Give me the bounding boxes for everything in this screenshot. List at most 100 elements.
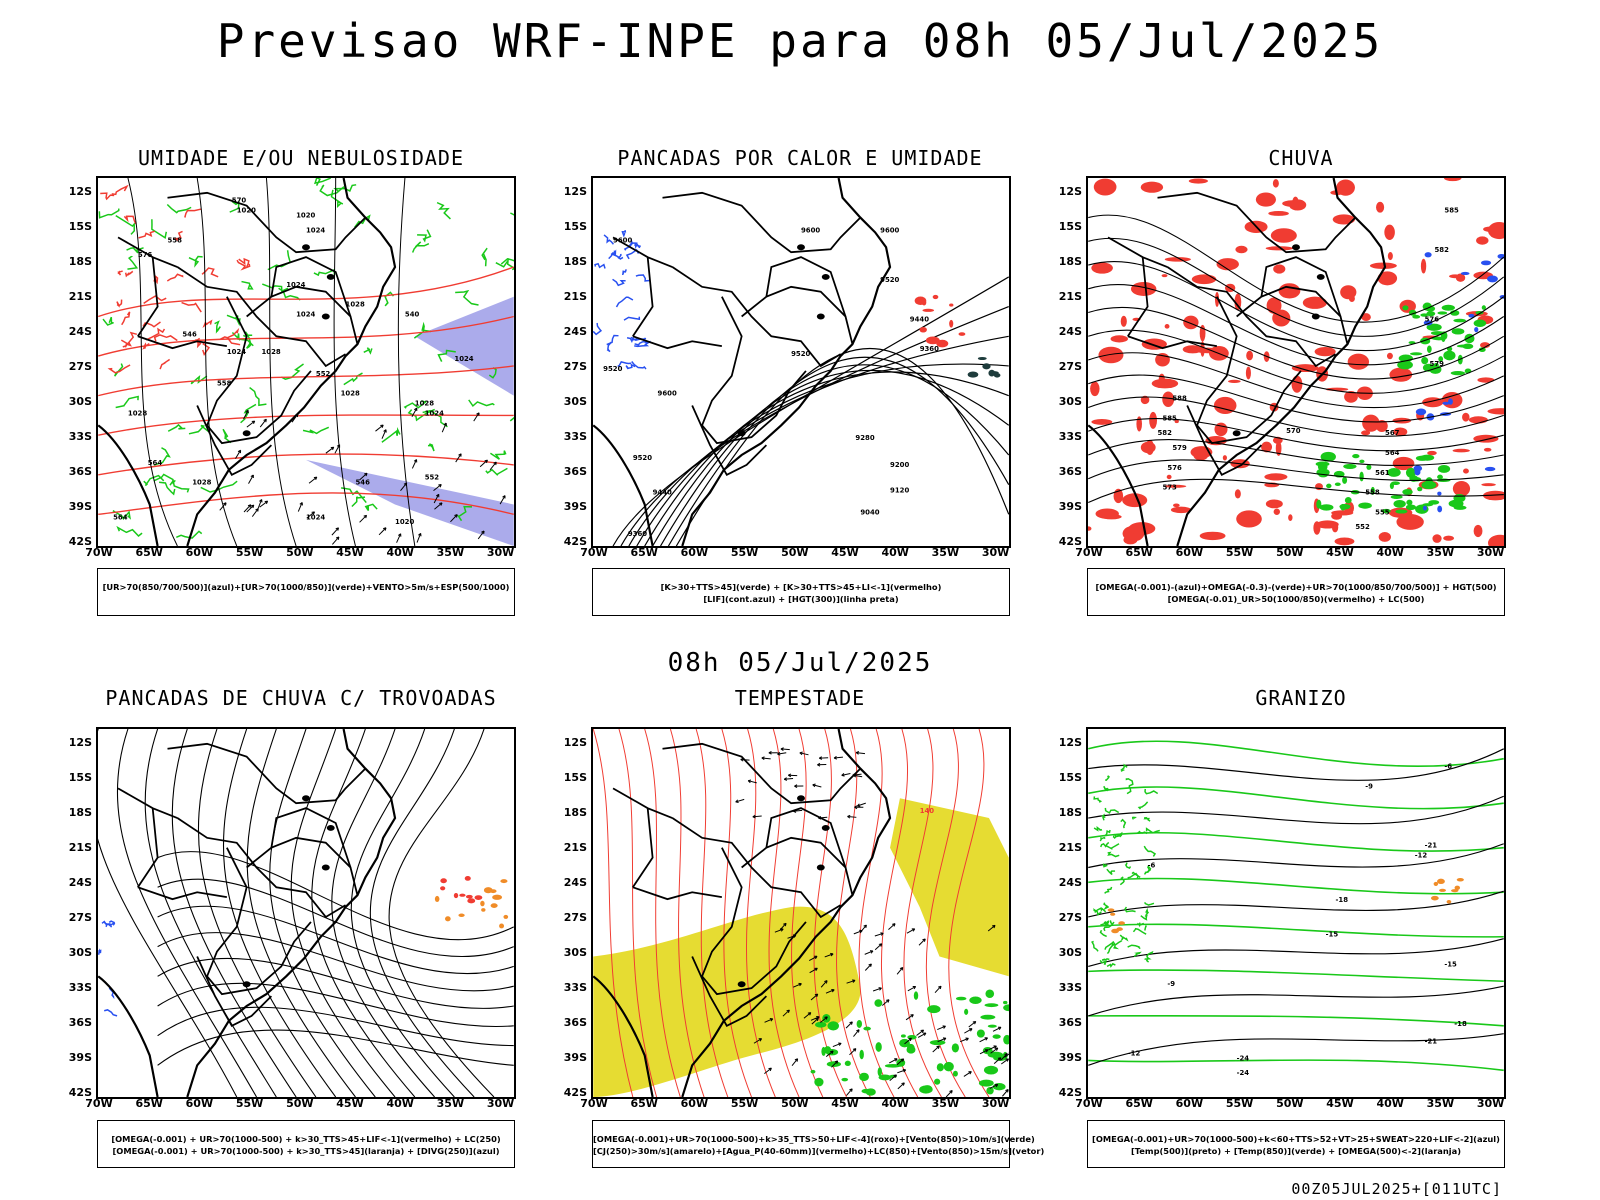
lon-tick-label: 40W [881, 1097, 909, 1110]
wind-vector [907, 986, 916, 992]
field-patch [1422, 505, 1427, 511]
field-patch [907, 1043, 915, 1052]
field-patch [1446, 899, 1452, 904]
contour-line [618, 729, 658, 1097]
wind-vector [811, 1017, 819, 1025]
contour-label: 9440 [653, 489, 672, 497]
contour-line [142, 342, 150, 350]
contour-line [116, 729, 258, 1097]
field-patch [859, 1072, 869, 1082]
field-patch [1396, 513, 1424, 530]
wind-vector [825, 1050, 834, 1058]
wind-vector [901, 1082, 905, 1086]
field-patch [1344, 497, 1352, 504]
field-patch [1476, 236, 1489, 245]
wind-vector [910, 1014, 914, 1018]
lon-tick-label: 35W [931, 546, 960, 559]
wind-vector [791, 1058, 799, 1066]
field-patch [1473, 524, 1483, 538]
lat-tick-label: 18S [563, 255, 587, 268]
wind-vector [375, 424, 384, 432]
contour-line [612, 249, 624, 260]
contour-line [791, 729, 824, 1097]
contour-line [1146, 950, 1154, 959]
country-border [691, 956, 768, 1027]
wind-vector [869, 950, 874, 954]
wind-vector [246, 504, 255, 513]
coastline [1088, 178, 1387, 546]
contour-line [265, 178, 297, 546]
lon-tick-label: 45W [831, 1097, 859, 1110]
field-patch [1427, 450, 1437, 456]
lat-tick-label: 21S [563, 841, 587, 854]
legend-line: [LIF](cont.azul) + [HGT(300)](linha pret… [703, 594, 899, 604]
field-patch [986, 1086, 994, 1095]
contour-line [381, 427, 401, 443]
field-patch [1140, 181, 1164, 193]
wind-vector [359, 472, 368, 481]
country-border [662, 191, 861, 254]
wind-vector [897, 1082, 905, 1090]
legend-line: [OMEGA(-0.001)+UR>70(1000-500)+k<60+TTS>… [1092, 1134, 1500, 1144]
field-patch [985, 989, 995, 999]
field-patch [1437, 311, 1448, 315]
wind-vector [777, 752, 787, 755]
field-patch [810, 1069, 816, 1074]
wind-vector [1002, 1089, 1009, 1097]
wind-vector [748, 780, 757, 784]
lon-tick-label: 55W [1225, 546, 1254, 559]
contour-line [122, 342, 132, 348]
legend-trovoadas: [OMEGA(-0.001) + UR>70(1000-500) + k>30_… [97, 1120, 515, 1168]
lat-tick-label: 30S [68, 946, 92, 959]
contour-line [246, 729, 356, 1097]
field-patch [978, 1079, 994, 1087]
field-patch [1214, 422, 1228, 437]
lat-tick-label: 12S [68, 736, 92, 749]
contour-label: 576 [138, 251, 153, 259]
field-patch [1334, 537, 1355, 546]
contour-line [1107, 851, 1120, 858]
contour-label: 555 [1375, 508, 1390, 516]
contour-line [593, 729, 634, 1097]
field-patch [1161, 274, 1168, 278]
field-patch [1480, 260, 1492, 266]
contour-line [223, 729, 337, 1097]
field-patch [856, 1019, 862, 1028]
wind-vector [888, 923, 896, 930]
lon-tick-label: 65W [630, 1097, 658, 1110]
wind-vector [251, 420, 256, 424]
contour-label: 9600 [801, 226, 820, 234]
contour-label: -6 [1444, 763, 1452, 771]
wind-vector [838, 1042, 842, 1046]
field-patch [874, 999, 883, 1007]
field-patch [1359, 471, 1364, 482]
lat-tick-label: 21S [68, 290, 92, 303]
field-patch [1222, 455, 1227, 461]
country-border [632, 886, 723, 901]
contour-label: 579 [1172, 444, 1187, 452]
map-pancadas-calor: 9600 9600 9600 9520 9440 9520 9360 9600 9520 9280… [591, 176, 1011, 548]
field-patch [1376, 201, 1385, 213]
wind-vector [411, 459, 417, 469]
wind-vector [397, 533, 402, 537]
contour-line [1119, 876, 1125, 886]
field-patch [1091, 262, 1113, 274]
contour-line [1144, 925, 1147, 931]
legend-line: [OMEGA(-0.001)+UR>70(1000-500)+k>35_TTS>… [593, 1134, 1035, 1144]
wind-vector [259, 499, 263, 503]
wind-vector [299, 502, 303, 506]
wind-vector [820, 980, 828, 988]
country-border [1186, 405, 1263, 476]
field-patch [1369, 262, 1397, 270]
lon-tick-label: 60W [1175, 1097, 1204, 1110]
contour-line [98, 492, 514, 516]
wind-vector [735, 798, 745, 803]
field-patch [465, 894, 473, 899]
contour-line [1088, 439, 1504, 466]
wind-vector [414, 407, 418, 412]
lat-tick-label: 27S [1058, 360, 1082, 373]
field-patch [1361, 313, 1371, 321]
contour-line [153, 334, 178, 342]
field-patch [1234, 293, 1242, 311]
